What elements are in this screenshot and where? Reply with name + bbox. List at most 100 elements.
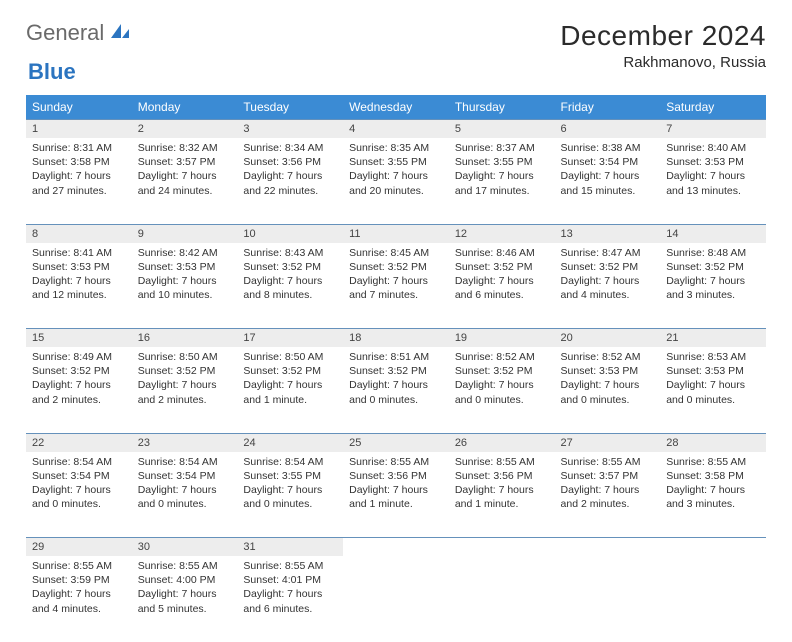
day-number-cell: 1 bbox=[26, 120, 132, 139]
day-number: 31 bbox=[237, 538, 343, 556]
day-details: Sunrise: 8:54 AMSunset: 3:55 PMDaylight:… bbox=[237, 452, 343, 518]
day-number: 9 bbox=[132, 225, 238, 243]
day-number-cell: 26 bbox=[449, 433, 555, 452]
day-body-cell: Sunrise: 8:50 AMSunset: 3:52 PMDaylight:… bbox=[237, 347, 343, 433]
day-number: 7 bbox=[660, 120, 766, 138]
day-body-cell: Sunrise: 8:55 AMSunset: 3:56 PMDaylight:… bbox=[343, 452, 449, 538]
day-body-cell: Sunrise: 8:47 AMSunset: 3:52 PMDaylight:… bbox=[555, 243, 661, 329]
calendar-table: Sunday Monday Tuesday Wednesday Thursday… bbox=[26, 95, 766, 642]
day-body-cell: Sunrise: 8:34 AMSunset: 3:56 PMDaylight:… bbox=[237, 138, 343, 224]
day-details: Sunrise: 8:45 AMSunset: 3:52 PMDaylight:… bbox=[343, 243, 449, 309]
day-number: 8 bbox=[26, 225, 132, 243]
weekday-thu: Thursday bbox=[449, 95, 555, 120]
day-number-cell: 7 bbox=[660, 120, 766, 139]
day-number-cell: 15 bbox=[26, 329, 132, 348]
day-number-cell: 12 bbox=[449, 224, 555, 243]
week-body-row: Sunrise: 8:54 AMSunset: 3:54 PMDaylight:… bbox=[26, 452, 766, 538]
day-details: Sunrise: 8:55 AMSunset: 3:56 PMDaylight:… bbox=[449, 452, 555, 518]
title-block: December 2024 Rakhmanovo, Russia bbox=[560, 20, 766, 71]
day-body-cell: Sunrise: 8:55 AMSunset: 3:59 PMDaylight:… bbox=[26, 556, 132, 642]
day-number: 13 bbox=[555, 225, 661, 243]
day-body-cell: Sunrise: 8:53 AMSunset: 3:53 PMDaylight:… bbox=[660, 347, 766, 433]
day-number: 26 bbox=[449, 434, 555, 452]
day-details: Sunrise: 8:52 AMSunset: 3:53 PMDaylight:… bbox=[555, 347, 661, 413]
weekday-header-row: Sunday Monday Tuesday Wednesday Thursday… bbox=[26, 95, 766, 120]
day-body-cell bbox=[343, 556, 449, 642]
day-body-cell: Sunrise: 8:31 AMSunset: 3:58 PMDaylight:… bbox=[26, 138, 132, 224]
location: Rakhmanovo, Russia bbox=[560, 54, 766, 71]
day-details: Sunrise: 8:50 AMSunset: 3:52 PMDaylight:… bbox=[132, 347, 238, 413]
day-number: 11 bbox=[343, 225, 449, 243]
day-number-cell: 16 bbox=[132, 329, 238, 348]
day-number-cell: 6 bbox=[555, 120, 661, 139]
day-number-cell: 18 bbox=[343, 329, 449, 348]
day-body-cell: Sunrise: 8:52 AMSunset: 3:53 PMDaylight:… bbox=[555, 347, 661, 433]
day-details: Sunrise: 8:48 AMSunset: 3:52 PMDaylight:… bbox=[660, 243, 766, 309]
day-number-cell bbox=[449, 538, 555, 557]
day-number-cell bbox=[555, 538, 661, 557]
weekday-mon: Monday bbox=[132, 95, 238, 120]
day-number-cell bbox=[660, 538, 766, 557]
day-number: 19 bbox=[449, 329, 555, 347]
day-number-cell: 2 bbox=[132, 120, 238, 139]
logo-text-2: Blue bbox=[28, 59, 76, 84]
day-number: 1 bbox=[26, 120, 132, 138]
week-daynum-row: 22232425262728 bbox=[26, 433, 766, 452]
day-details: Sunrise: 8:47 AMSunset: 3:52 PMDaylight:… bbox=[555, 243, 661, 309]
day-body-cell: Sunrise: 8:55 AMSunset: 3:57 PMDaylight:… bbox=[555, 452, 661, 538]
week-body-row: Sunrise: 8:41 AMSunset: 3:53 PMDaylight:… bbox=[26, 243, 766, 329]
day-number: 12 bbox=[449, 225, 555, 243]
day-number-cell: 17 bbox=[237, 329, 343, 348]
day-details: Sunrise: 8:55 AMSunset: 3:56 PMDaylight:… bbox=[343, 452, 449, 518]
day-number: 18 bbox=[343, 329, 449, 347]
day-number: 15 bbox=[26, 329, 132, 347]
day-details: Sunrise: 8:37 AMSunset: 3:55 PMDaylight:… bbox=[449, 138, 555, 204]
day-details: Sunrise: 8:53 AMSunset: 3:53 PMDaylight:… bbox=[660, 347, 766, 413]
day-body-cell: Sunrise: 8:32 AMSunset: 3:57 PMDaylight:… bbox=[132, 138, 238, 224]
day-body-cell: Sunrise: 8:51 AMSunset: 3:52 PMDaylight:… bbox=[343, 347, 449, 433]
day-body-cell: Sunrise: 8:46 AMSunset: 3:52 PMDaylight:… bbox=[449, 243, 555, 329]
day-body-cell: Sunrise: 8:37 AMSunset: 3:55 PMDaylight:… bbox=[449, 138, 555, 224]
day-number: 20 bbox=[555, 329, 661, 347]
day-number-cell: 24 bbox=[237, 433, 343, 452]
day-details: Sunrise: 8:55 AMSunset: 3:58 PMDaylight:… bbox=[660, 452, 766, 518]
weekday-wed: Wednesday bbox=[343, 95, 449, 120]
day-number-cell: 25 bbox=[343, 433, 449, 452]
day-number-cell: 5 bbox=[449, 120, 555, 139]
month-title: December 2024 bbox=[560, 20, 766, 52]
day-number: 3 bbox=[237, 120, 343, 138]
day-number: 22 bbox=[26, 434, 132, 452]
day-details: Sunrise: 8:35 AMSunset: 3:55 PMDaylight:… bbox=[343, 138, 449, 204]
day-number-cell: 28 bbox=[660, 433, 766, 452]
day-number: 24 bbox=[237, 434, 343, 452]
day-number-cell: 21 bbox=[660, 329, 766, 348]
day-details: Sunrise: 8:50 AMSunset: 3:52 PMDaylight:… bbox=[237, 347, 343, 413]
day-body-cell bbox=[555, 556, 661, 642]
day-number-cell: 13 bbox=[555, 224, 661, 243]
day-body-cell: Sunrise: 8:40 AMSunset: 3:53 PMDaylight:… bbox=[660, 138, 766, 224]
weekday-sat: Saturday bbox=[660, 95, 766, 120]
day-number: 4 bbox=[343, 120, 449, 138]
day-number-cell: 9 bbox=[132, 224, 238, 243]
day-details: Sunrise: 8:31 AMSunset: 3:58 PMDaylight:… bbox=[26, 138, 132, 204]
day-details: Sunrise: 8:52 AMSunset: 3:52 PMDaylight:… bbox=[449, 347, 555, 413]
day-details: Sunrise: 8:34 AMSunset: 3:56 PMDaylight:… bbox=[237, 138, 343, 204]
day-number-cell: 31 bbox=[237, 538, 343, 557]
week-body-row: Sunrise: 8:55 AMSunset: 3:59 PMDaylight:… bbox=[26, 556, 766, 642]
day-body-cell: Sunrise: 8:55 AMSunset: 3:58 PMDaylight:… bbox=[660, 452, 766, 538]
day-body-cell: Sunrise: 8:35 AMSunset: 3:55 PMDaylight:… bbox=[343, 138, 449, 224]
day-number-cell: 11 bbox=[343, 224, 449, 243]
day-number: 5 bbox=[449, 120, 555, 138]
day-number-cell: 10 bbox=[237, 224, 343, 243]
day-number-cell: 20 bbox=[555, 329, 661, 348]
day-number-cell: 23 bbox=[132, 433, 238, 452]
day-body-cell: Sunrise: 8:41 AMSunset: 3:53 PMDaylight:… bbox=[26, 243, 132, 329]
day-number-cell: 3 bbox=[237, 120, 343, 139]
day-body-cell: Sunrise: 8:54 AMSunset: 3:55 PMDaylight:… bbox=[237, 452, 343, 538]
day-body-cell: Sunrise: 8:55 AMSunset: 4:00 PMDaylight:… bbox=[132, 556, 238, 642]
logo: General bbox=[26, 20, 133, 46]
week-body-row: Sunrise: 8:31 AMSunset: 3:58 PMDaylight:… bbox=[26, 138, 766, 224]
day-body-cell bbox=[660, 556, 766, 642]
day-number-cell: 30 bbox=[132, 538, 238, 557]
day-number-cell: 27 bbox=[555, 433, 661, 452]
